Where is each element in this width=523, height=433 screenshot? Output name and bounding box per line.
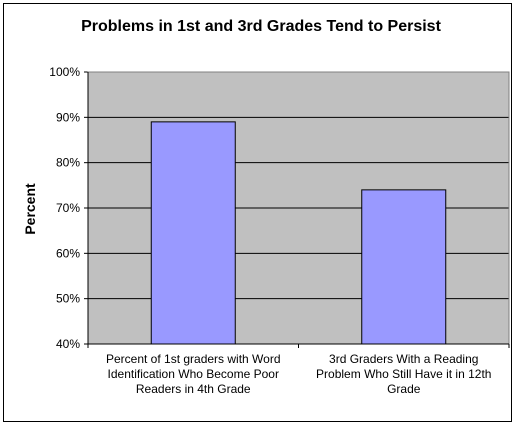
plot-area: 40% 50% 60% 70% 80% 90% 100% Percent of 1st gra… [49,65,510,396]
bar-1 [150,121,236,345]
x-category-label: Problem Who Still Have it in 12th [316,367,491,381]
x-category-label: 3rd Graders With a Reading [329,352,478,366]
chart-frame: Problems in 1st and 3rd Grades Tend to P… [3,3,512,422]
y-tick-label: 100% [49,65,80,79]
chart-title: Problems in 1st and 3rd Grades Tend to P… [81,18,441,35]
y-tick-label: 90% [56,110,80,124]
y-tick-label: 60% [56,246,80,260]
y-axis-title: Percent [22,183,38,235]
bar-chart: Problems in 1st and 3rd Grades Tend to P… [22,18,510,396]
x-category-label: Identification Who Become Poor [108,367,279,381]
y-tick-label: 50% [56,292,80,306]
bar-2 [361,189,447,345]
y-tick-label: 80% [56,156,80,170]
y-tick-label: 70% [56,201,80,215]
x-category-label: Grade [387,382,421,396]
y-tick-label: 40% [56,337,80,351]
x-category-label: Percent of 1st graders with Word [106,352,281,366]
x-category-label: Readers in 4th Grade [136,382,251,396]
